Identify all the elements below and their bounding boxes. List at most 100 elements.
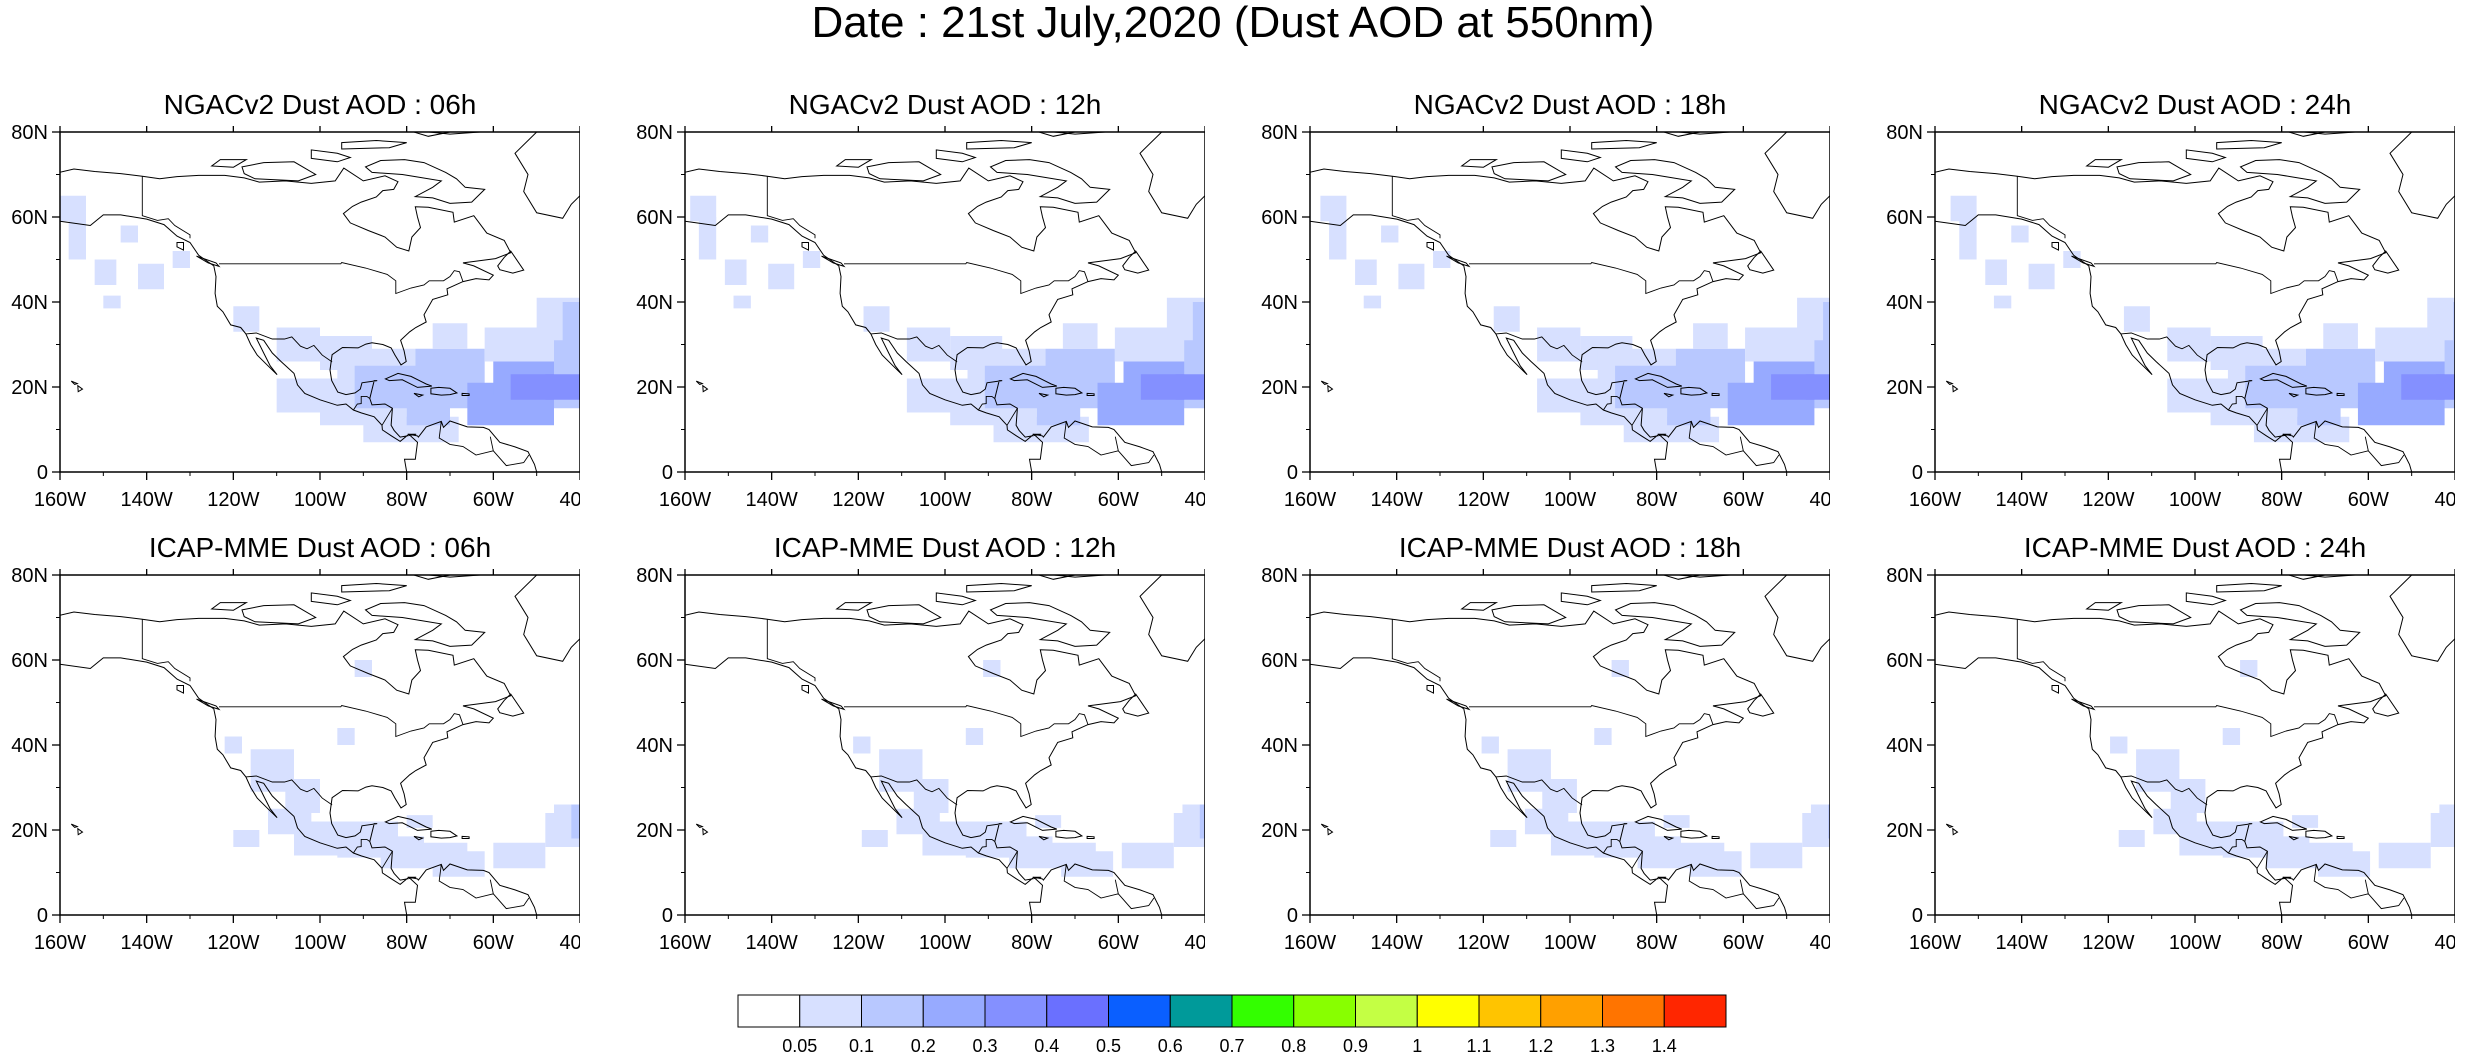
island-outline: [1663, 392, 1675, 398]
lon-label: 120W: [207, 932, 259, 953]
island-outline: [2051, 685, 2059, 694]
island-outline: [935, 149, 977, 163]
island-outline: [966, 582, 1032, 593]
island-outline: [2288, 835, 2300, 841]
lon-label: 140W: [1996, 489, 2048, 510]
colorbar-label: 0.4: [1034, 1036, 1059, 1056]
dust-aod-cell: [1355, 259, 1377, 285]
dust-aod-cell: [1823, 302, 1830, 387]
island-outline: [1591, 139, 1657, 150]
dust-aod-cell: [138, 263, 164, 290]
colorbar-box: [1663, 994, 1727, 1028]
island-outline: [241, 161, 317, 182]
lon-label: 120W: [2082, 489, 2134, 510]
lon-label: 160W: [1284, 932, 1336, 953]
island-outline: [1560, 592, 1602, 606]
lat-label: 80N: [1886, 122, 1923, 144]
lon-label: 80W: [386, 932, 427, 953]
island-outline: [979, 575, 1078, 580]
island-outline: [1634, 815, 1682, 831]
lon-label: 100W: [294, 932, 346, 953]
lon-label: 160W: [1284, 489, 1336, 510]
lon-label: 160W: [1909, 932, 1961, 953]
island-outline: [1491, 161, 1567, 182]
lon-label: 100W: [919, 489, 971, 510]
dust-aod-cell: [768, 263, 795, 290]
island-outline: [1327, 384, 1334, 393]
dust-aod-cell: [1381, 225, 1399, 243]
island-outline: [1614, 602, 1736, 647]
island-outline: [176, 242, 184, 251]
lon-label: 80W: [1636, 489, 1677, 510]
map-plot: 0 20N 40N 60N 80N 160W 140W 120W 100W 80W 60W 40W: [1886, 122, 2455, 510]
island-outline: [835, 159, 874, 168]
lon-label: 140W: [1371, 489, 1423, 510]
lat-label: 0: [1912, 462, 1923, 484]
dust-aod-cell: [2297, 399, 2341, 426]
island-outline: [2216, 582, 2282, 593]
country-border: [2016, 619, 2405, 910]
island-outline: [1945, 823, 1954, 828]
dust-aod-cell: [484, 327, 554, 362]
dust-aod-cell: [337, 728, 355, 745]
lon-label: 60W: [473, 489, 514, 510]
island-outline: [430, 386, 459, 396]
lon-label: 160W: [1909, 489, 1961, 510]
map-field: [1935, 132, 2455, 472]
colorbar: 0.05 0.1 0.2 0.3 0.4 0.5 0.6 0.7 0.8 0.9 1 1.1 1.2 1.…: [737, 994, 1727, 1056]
dust-aod-cell: [965, 728, 984, 745]
lon-label: 60W: [2348, 932, 2389, 953]
lon-label: 120W: [1457, 932, 1509, 953]
dust-aod-cell: [1750, 842, 1803, 869]
island-outline: [364, 159, 486, 204]
lon-label: 40W: [559, 932, 580, 953]
island-outline: [2389, 132, 2455, 219]
dust-aod-cell: [406, 399, 450, 426]
island-outline: [695, 380, 704, 385]
dust-aod-cell: [1175, 374, 1205, 400]
country-border: [766, 176, 1155, 467]
lon-label: 160W: [34, 932, 86, 953]
dust-aod-cell: [733, 295, 751, 309]
coastline: [1310, 167, 1830, 472]
panel-title: NGACv2 Dust AOD : 12h: [788, 89, 1102, 120]
map-plot: 0 20N 40N 60N 80N 160W 140W 120W 100W 80W 60W 40W: [11, 122, 580, 510]
island-outline: [1049, 132, 1106, 135]
country-border: [141, 176, 530, 467]
lon-label: 60W: [1723, 489, 1764, 510]
island-outline: [310, 592, 352, 606]
lon-label: 100W: [1544, 932, 1596, 953]
country-border: [766, 619, 1155, 910]
island-outline: [2071, 255, 2096, 268]
dust-aod-cell: [861, 830, 888, 847]
island-outline: [821, 255, 846, 268]
dust-aod-cell: [983, 660, 1001, 677]
lat-label: 80N: [1261, 122, 1298, 144]
island-outline: [77, 384, 84, 393]
map-plot: 0 20N 40N 60N 80N 160W 140W 120W 100W 80W 60W 40W: [636, 122, 1205, 510]
island-outline: [989, 159, 1111, 204]
island-outline: [1747, 250, 1775, 274]
country-border: [2016, 176, 2405, 467]
lon-label: 60W: [2348, 489, 2389, 510]
lon-label: 40W: [2434, 489, 2455, 510]
colorbar-label: 0.8: [1281, 1036, 1306, 1056]
island-outline: [801, 242, 809, 251]
colorbar-box: [1478, 994, 1542, 1028]
dust-aod-cell: [1663, 815, 1690, 828]
lat-label: 40N: [1261, 735, 1298, 757]
country-border: [1391, 176, 1780, 467]
dust-aod-cell: [1035, 815, 1062, 828]
island-outline: [241, 604, 317, 625]
island-outline: [310, 149, 352, 163]
colorbar-label: 0.6: [1158, 1036, 1183, 1056]
island-outline: [866, 604, 942, 625]
map-plot: 0 20N 40N 60N 80N 160W 140W 120W 100W 80W 60W 40W: [1261, 122, 1830, 510]
lon-label: 120W: [832, 932, 884, 953]
island-outline: [1591, 582, 1657, 593]
lat-label: 20N: [636, 820, 673, 842]
island-outline: [1747, 693, 1775, 717]
map-field: [60, 132, 580, 472]
dust-aod-cell: [863, 306, 890, 332]
lat-label: 60N: [1261, 650, 1298, 672]
